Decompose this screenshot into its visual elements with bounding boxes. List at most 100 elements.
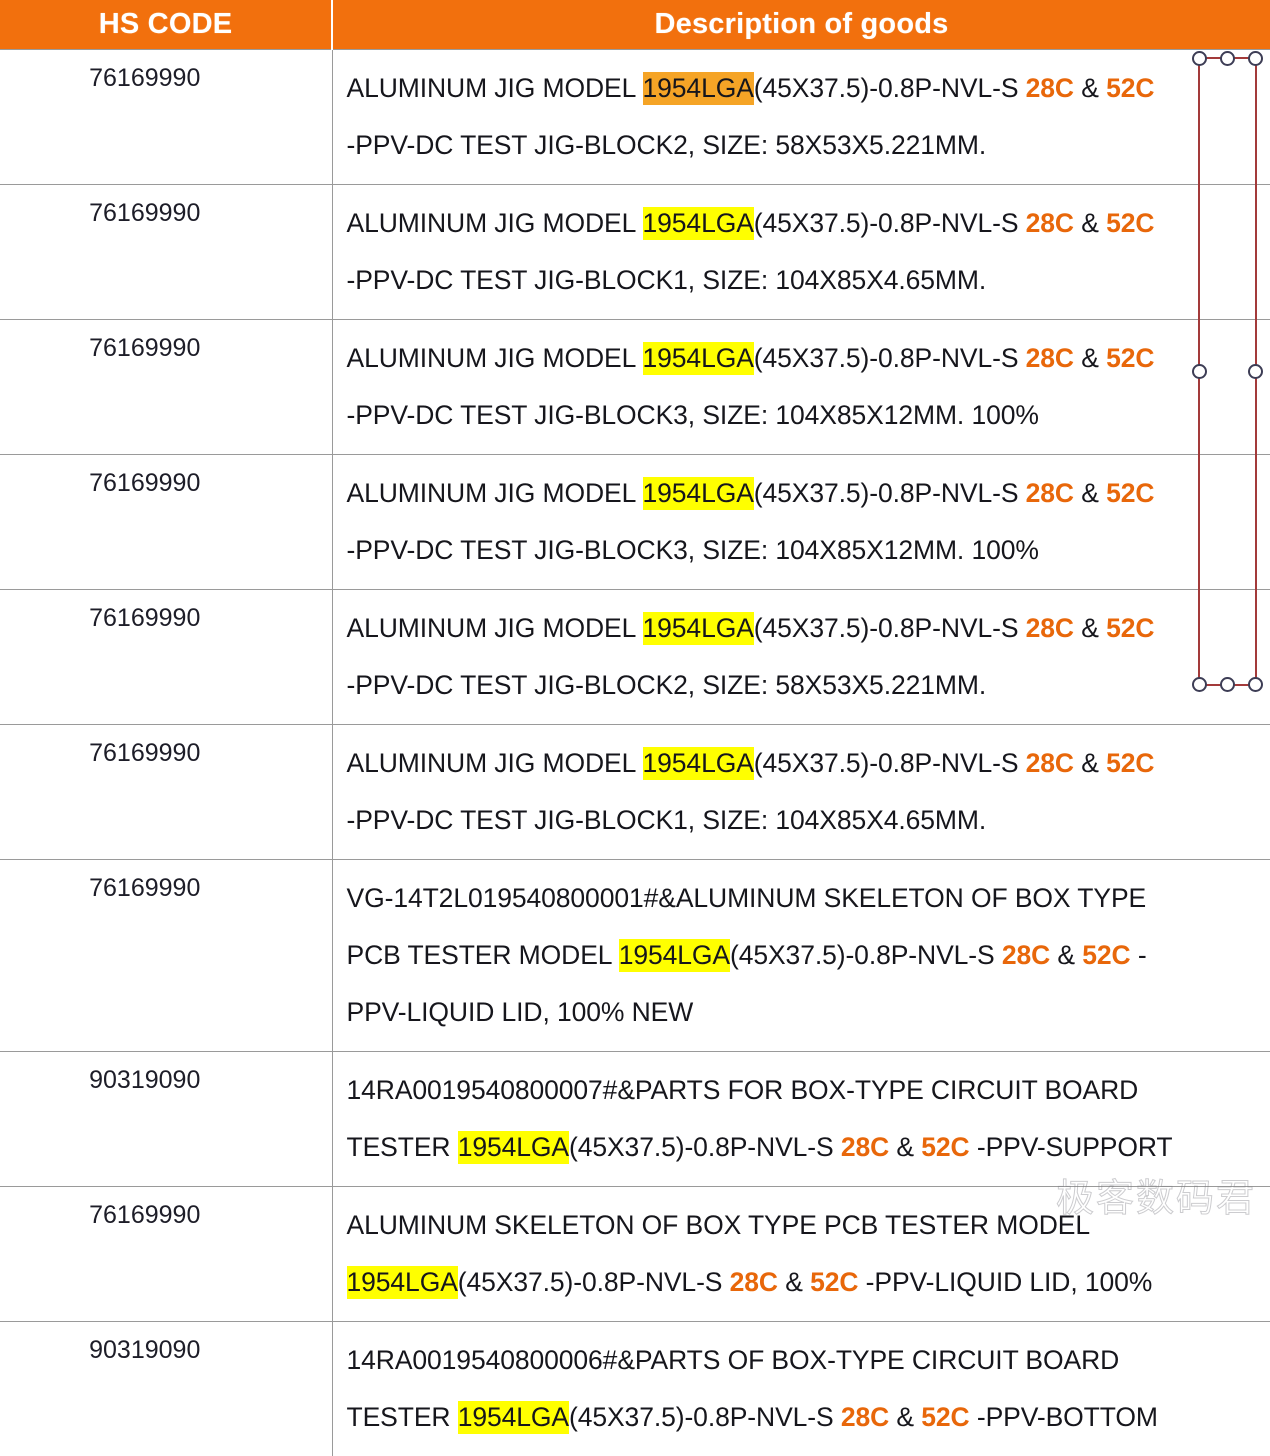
description-text: & — [1074, 748, 1106, 778]
description-text: (45X37.5)-0.8P-NVL-S — [458, 1267, 730, 1297]
description-text: -PPV-DC TEST JIG-BLOCK3, SIZE: 104X85X12… — [347, 400, 1039, 430]
description-line: 14RA0019540800007#&PARTS FOR BOX-TYPE CI… — [347, 1062, 1267, 1119]
highlight-model-code: 1954LGA — [643, 207, 754, 240]
temperature-value: 52C — [1106, 613, 1154, 643]
cell-description[interactable]: ALUMINUM SKELETON OF BOX TYPE PCB TESTER… — [332, 1187, 1270, 1322]
temperature-value: 52C — [1106, 478, 1154, 508]
description-text: (45X37.5)-0.8P-NVL-S — [754, 478, 1026, 508]
cell-hs-code[interactable]: 76169990 — [0, 455, 332, 590]
highlight-model-code: 1954LGA — [643, 612, 754, 645]
description-text: 14RA0019540800006#&PARTS OF BOX-TYPE CIR… — [347, 1345, 1120, 1375]
cell-description[interactable]: ALUMINUM JIG MODEL 1954LGA(45X37.5)-0.8P… — [332, 590, 1270, 725]
description-text: -PPV-DC TEST JIG-BLOCK2, SIZE: 58X53X5.2… — [347, 130, 987, 160]
description-text: (45X37.5)-0.8P-NVL-S — [754, 613, 1026, 643]
description-text: -PPV-DC TEST JIG-BLOCK3, SIZE: 104X85X12… — [347, 535, 1039, 565]
column-header-hs-code[interactable]: HS CODE — [0, 0, 332, 50]
temperature-value: 52C — [810, 1267, 858, 1297]
description-line: ALUMINUM JIG MODEL 1954LGA(45X37.5)-0.8P… — [347, 60, 1267, 117]
temperature-value: 28C — [841, 1402, 889, 1432]
cell-hs-code[interactable]: 76169990 — [0, 725, 332, 860]
cell-hs-code[interactable]: 76169990 — [0, 185, 332, 320]
description-text: -PPV-DC TEST JIG-BLOCK1, SIZE: 104X85X4.… — [347, 265, 987, 295]
temperature-value: 28C — [841, 1132, 889, 1162]
temperature-value: 52C — [1082, 940, 1130, 970]
highlight-model-code: 1954LGA — [643, 747, 754, 780]
description-text: ALUMINUM JIG MODEL — [347, 613, 643, 643]
temperature-value: 28C — [1026, 73, 1074, 103]
temperature-value: 28C — [1026, 208, 1074, 238]
cell-hs-code[interactable]: 90319090 — [0, 1322, 332, 1456]
cell-hs-code[interactable]: 90319090 — [0, 1052, 332, 1187]
description-text: -PPV-LIQUID LID, 100% — [858, 1267, 1152, 1297]
table-row: 90319090 14RA0019540800007#&PARTS FOR BOX… — [0, 1052, 1270, 1187]
cell-description[interactable]: ALUMINUM JIG MODEL 1954LGA(45X37.5)-0.8P… — [332, 455, 1270, 590]
description-line: TESTER 1954LGA(45X37.5)-0.8P-NVL-S 28C &… — [347, 1389, 1267, 1446]
table-header: HS CODE Description of goods — [0, 0, 1270, 50]
description-line: -PPV-DC TEST JIG-BLOCK3, SIZE: 104X85X12… — [347, 522, 1267, 579]
table-row: 76169990 ALUMINUM JIG MODEL 1954LGA(45X37… — [0, 455, 1270, 590]
description-text: & — [1074, 73, 1106, 103]
cell-description[interactable]: ALUMINUM JIG MODEL 1954LGA(45X37.5)-0.8P… — [332, 185, 1270, 320]
description-text: ALUMINUM JIG MODEL — [347, 73, 643, 103]
temperature-value: 52C — [1106, 748, 1154, 778]
cell-description[interactable]: 14RA0019540800007#&PARTS FOR BOX-TYPE CI… — [332, 1052, 1270, 1187]
description-line: -PPV-DC TEST JIG-BLOCK1, SIZE: 104X85X4.… — [347, 792, 1267, 849]
cell-hs-code[interactable]: 76169990 — [0, 50, 332, 185]
description-text: & — [778, 1267, 810, 1297]
cell-description[interactable]: VG-14T2L019540800001#&ALUMINUM SKELETON … — [332, 860, 1270, 1052]
highlight-model-code: 1954LGA — [458, 1131, 569, 1164]
temperature-value: 28C — [1026, 748, 1074, 778]
temperature-value: 28C — [1026, 478, 1074, 508]
description-text: & — [1074, 343, 1106, 373]
description-text: -PPV-DC TEST JIG-BLOCK1, SIZE: 104X85X4.… — [347, 805, 987, 835]
description-line: ALUMINUM JIG MODEL 1954LGA(45X37.5)-0.8P… — [347, 330, 1267, 387]
table-row: 76169990 ALUMINUM JIG MODEL 1954LGA(45X37… — [0, 50, 1270, 185]
description-text: -PPV-SUPPORT — [970, 1132, 1173, 1162]
cell-hs-code[interactable]: 76169990 — [0, 860, 332, 1052]
description-line: VG-14T2L019540800001#&ALUMINUM SKELETON … — [347, 870, 1267, 927]
temperature-value: 28C — [730, 1267, 778, 1297]
description-text: ALUMINUM JIG MODEL — [347, 343, 643, 373]
temperature-value: 28C — [1026, 613, 1074, 643]
description-text: & — [1074, 613, 1106, 643]
description-line: 14RA0019540800006#&PARTS OF BOX-TYPE CIR… — [347, 1332, 1267, 1389]
description-line: ALUMINUM SKELETON OF BOX TYPE PCB TESTER… — [347, 1197, 1267, 1254]
description-text: (45X37.5)-0.8P-NVL-S — [730, 940, 1002, 970]
description-text: ALUMINUM SKELETON OF BOX TYPE PCB TESTER… — [347, 1210, 1090, 1240]
description-line: -PPV-DC TEST JIG-BLOCK2, SIZE: 58X53X5.2… — [347, 657, 1267, 714]
description-text: & — [1050, 940, 1082, 970]
description-line: PPV-LIQUID LID, 100% NEW — [347, 984, 1267, 1041]
description-text: -PPV-DC TEST JIG-BLOCK2, SIZE: 58X53X5.2… — [347, 670, 987, 700]
cell-description[interactable]: ALUMINUM JIG MODEL 1954LGA(45X37.5)-0.8P… — [332, 50, 1270, 185]
description-text: PPV-LIQUID LID, 100% NEW — [347, 997, 694, 1027]
cell-description[interactable]: ALUMINUM JIG MODEL 1954LGA(45X37.5)-0.8P… — [332, 725, 1270, 860]
cell-description[interactable]: 14RA0019540800006#&PARTS OF BOX-TYPE CIR… — [332, 1322, 1270, 1456]
description-line: -PPV-DC TEST JIG-BLOCK2, SIZE: 58X53X5.2… — [347, 117, 1267, 174]
description-text: TESTER — [347, 1402, 458, 1432]
description-line: TESTER 1954LGA(45X37.5)-0.8P-NVL-S 28C &… — [347, 1119, 1267, 1176]
cell-description[interactable]: ALUMINUM JIG MODEL 1954LGA(45X37.5)-0.8P… — [332, 320, 1270, 455]
cell-hs-code[interactable]: 76169990 — [0, 1187, 332, 1322]
cell-hs-code[interactable]: 76169990 — [0, 590, 332, 725]
temperature-value: 28C — [1002, 940, 1050, 970]
description-line: ALUMINUM JIG MODEL 1954LGA(45X37.5)-0.8P… — [347, 465, 1267, 522]
description-text: TESTER — [347, 1132, 458, 1162]
description-text: -PPV-BOTTOM — [970, 1402, 1158, 1432]
column-header-description[interactable]: Description of goods — [332, 0, 1270, 50]
table-row: 76169990 ALUMINUM SKELETON OF BOX TYPE PC… — [0, 1187, 1270, 1322]
description-text: ALUMINUM JIG MODEL — [347, 478, 643, 508]
table-row: 76169990 VG-14T2L019540800001#&ALUMINUM S… — [0, 860, 1270, 1052]
cell-hs-code[interactable]: 76169990 — [0, 320, 332, 455]
highlight-model-code: 1954LGA — [643, 477, 754, 510]
description-text: (45X37.5)-0.8P-NVL-S — [754, 208, 1026, 238]
description-text: & — [1074, 478, 1106, 508]
description-text: VG-14T2L019540800001#&ALUMINUM SKELETON … — [347, 883, 1147, 913]
header-row: HS CODE Description of goods — [0, 0, 1270, 50]
description-text: & — [889, 1132, 921, 1162]
description-text: (45X37.5)-0.8P-NVL-S — [754, 748, 1026, 778]
highlight-model-code-selected: 1954LGA — [643, 72, 754, 105]
description-text: (45X37.5)-0.8P-NVL-S — [754, 343, 1026, 373]
description-text: - — [1131, 940, 1147, 970]
